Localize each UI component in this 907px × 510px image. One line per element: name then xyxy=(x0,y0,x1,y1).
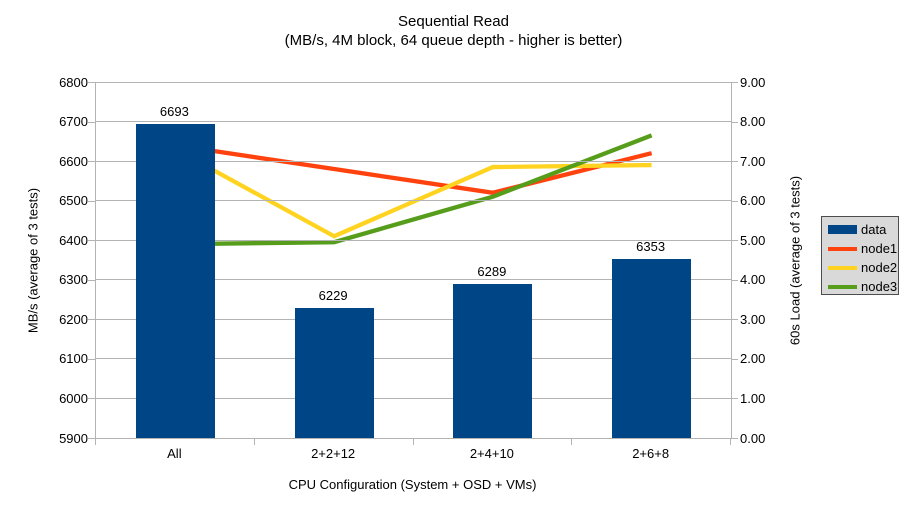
left-axis-tick-label: 6600 xyxy=(59,153,88,169)
right-axis-tick-label: 3.00 xyxy=(740,311,766,327)
legend-label: node1 xyxy=(861,241,898,256)
bar xyxy=(135,124,215,438)
gridline xyxy=(96,121,731,123)
x-axis-tick xyxy=(412,439,414,445)
legend: data node1 node2 node3 xyxy=(821,216,899,295)
left-axis-tick xyxy=(88,398,95,400)
left-axis-tick-label: 6300 xyxy=(59,272,88,288)
right-axis-tick-label: 5.00 xyxy=(740,232,766,248)
right-axis-tick xyxy=(731,279,738,281)
left-axis-tick-label: 5900 xyxy=(59,430,88,446)
legend-item: node1 xyxy=(828,239,898,258)
line-series-layer xyxy=(174,133,653,247)
legend-label: data xyxy=(861,222,887,237)
right-axis-tick-label: 2.00 xyxy=(740,351,766,367)
line-node3 xyxy=(175,133,653,247)
legend-item: node3 xyxy=(828,277,898,296)
bar-value-label: 6693 xyxy=(159,104,189,120)
x-axis-category-label: All xyxy=(167,446,182,461)
x-axis-category-label: 2+2+12 xyxy=(311,446,356,461)
right-axis-tick-label: 7.00 xyxy=(740,153,766,169)
legend-item: node2 xyxy=(828,258,898,277)
right-axis-tick-label: 6.00 xyxy=(740,193,766,209)
node1-swatch xyxy=(828,246,857,251)
gridline xyxy=(96,239,731,241)
right-axis-title: 60s Load (average of 3 tests) xyxy=(787,175,803,345)
right-axis-tick xyxy=(731,240,738,242)
left-axis-tick-label: 6500 xyxy=(59,193,88,209)
right-axis-tick xyxy=(731,358,738,360)
gridline xyxy=(96,200,731,202)
legend-label: node3 xyxy=(861,279,898,294)
left-axis-tick-label: 6800 xyxy=(59,74,88,90)
legend-label: node2 xyxy=(861,260,898,275)
bar-value-label: 6353 xyxy=(636,238,666,254)
bar-value-label: 6229 xyxy=(318,287,348,303)
chart-subtitle: (MB/s, 4M block, 64 queue depth - higher… xyxy=(284,32,623,49)
left-axis-tick-label: 6000 xyxy=(59,390,88,406)
left-axis-tick xyxy=(88,82,95,83)
legend-item: data xyxy=(828,220,898,239)
x-axis-tick xyxy=(95,439,96,445)
left-axis-tick xyxy=(88,161,95,163)
bar-value-label: 6289 xyxy=(477,264,507,280)
node2-swatch xyxy=(828,265,857,270)
right-axis-tick-label: 0.00 xyxy=(740,430,766,446)
right-axis-tick-label: 9.00 xyxy=(740,74,766,90)
left-axis-tick-label: 6700 xyxy=(59,114,88,130)
right-axis-tick xyxy=(731,200,738,202)
chart-title: Sequential Read xyxy=(398,13,509,30)
gridline xyxy=(96,279,731,281)
gridline xyxy=(96,397,731,399)
right-axis-tick-label: 8.00 xyxy=(740,114,766,130)
left-axis-tick xyxy=(88,200,95,202)
right-axis-tick xyxy=(731,121,738,123)
gridline xyxy=(96,358,731,360)
x-axis-category-label: 2+4+10 xyxy=(469,446,514,461)
left-axis-tick xyxy=(88,319,95,321)
gridline xyxy=(96,318,731,320)
x-axis-tick xyxy=(571,439,573,445)
left-axis-title: MB/s (average of 3 tests) xyxy=(25,187,41,333)
right-axis-tick xyxy=(731,319,738,321)
line-node1 xyxy=(175,143,653,195)
x-axis-title: CPU Configuration (System + OSD + VMs) xyxy=(288,477,537,492)
left-axis-tick xyxy=(88,121,95,123)
left-axis-tick xyxy=(88,358,95,360)
plot-area xyxy=(95,81,732,439)
bar xyxy=(453,284,533,438)
left-axis-tick xyxy=(88,240,95,242)
bar xyxy=(294,307,374,438)
gridline xyxy=(96,81,731,83)
left-axis-tick-label: 6400 xyxy=(59,232,88,248)
right-axis-tick xyxy=(731,161,738,163)
left-axis-tick-label: 6100 xyxy=(59,351,88,367)
left-axis-tick-label: 6200 xyxy=(59,311,88,327)
right-axis-tick xyxy=(731,438,738,439)
gridline xyxy=(96,160,731,162)
node3-swatch xyxy=(828,284,857,289)
left-axis-tick xyxy=(88,438,95,439)
data-swatch xyxy=(828,225,857,234)
bar xyxy=(612,258,692,438)
right-axis-tick xyxy=(731,398,738,400)
left-axis-tick xyxy=(88,279,95,281)
x-axis-tick xyxy=(253,439,255,445)
x-axis-category-label: 2+6+8 xyxy=(632,446,670,461)
right-axis-tick-label: 1.00 xyxy=(740,390,766,406)
right-axis-tick xyxy=(731,82,738,83)
x-axis-tick xyxy=(730,439,731,445)
right-axis-tick-label: 4.00 xyxy=(740,272,766,288)
